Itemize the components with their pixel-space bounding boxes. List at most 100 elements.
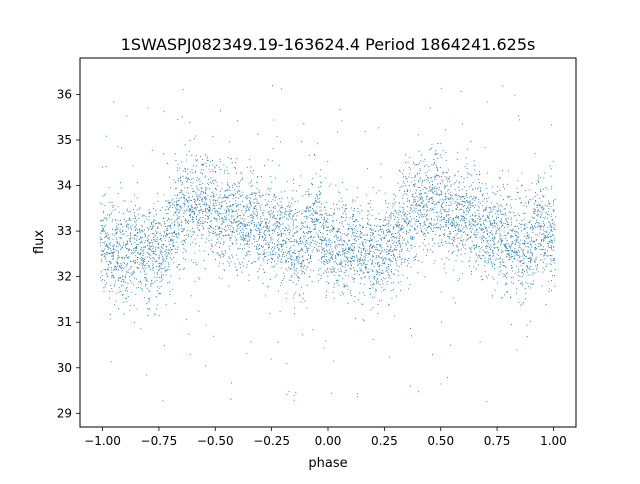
- data-point: [256, 181, 258, 184]
- data-point: [206, 187, 208, 189]
- data-point: [218, 218, 220, 220]
- data-point: [292, 297, 294, 299]
- data-point: [421, 184, 423, 186]
- data-point: [422, 200, 424, 202]
- data-point: [344, 210, 346, 213]
- data-point: [302, 231, 304, 233]
- data-point: [324, 263, 326, 265]
- data-point: [454, 230, 457, 232]
- data-point: [495, 231, 497, 233]
- data-point: [498, 205, 500, 207]
- data-point: [390, 246, 392, 248]
- data-point: [238, 209, 240, 211]
- data-point: [477, 231, 479, 233]
- data-point: [181, 191, 183, 193]
- data-point: [103, 255, 105, 257]
- data-point: [423, 222, 425, 224]
- data-point: [412, 161, 414, 163]
- data-point: [388, 239, 390, 241]
- data-point: [195, 191, 197, 193]
- data-point: [449, 176, 451, 178]
- data-point: [386, 266, 388, 268]
- data-point: [274, 231, 276, 233]
- data-point: [247, 224, 249, 226]
- data-point: [409, 236, 411, 238]
- data-point: [253, 237, 255, 239]
- data-point: [250, 193, 252, 195]
- data-point: [433, 263, 435, 265]
- data-point: [130, 253, 132, 255]
- data-point: [440, 217, 442, 219]
- data-point: [384, 192, 386, 194]
- data-point: [259, 234, 261, 236]
- data-point: [235, 210, 237, 212]
- data-point: [205, 196, 207, 198]
- data-point: [404, 219, 406, 221]
- data-point: [280, 245, 283, 247]
- data-point: [233, 194, 235, 196]
- data-point: [248, 274, 250, 276]
- data-point: [452, 236, 454, 238]
- data-point: [318, 259, 320, 261]
- data-point: [174, 248, 176, 250]
- data-point: [402, 228, 404, 230]
- data-point: [380, 231, 382, 233]
- data-point: [428, 243, 430, 245]
- data-point: [223, 195, 225, 197]
- data-point: [152, 239, 154, 241]
- data-point: [105, 244, 107, 246]
- data-point: [198, 194, 200, 196]
- data-point: [239, 226, 242, 228]
- data-point: [318, 218, 320, 220]
- data-point: [471, 202, 474, 204]
- data-point: [169, 226, 171, 228]
- data-point: [407, 161, 409, 163]
- data-point: [135, 228, 137, 230]
- data-point: [294, 269, 296, 271]
- data-point: [169, 290, 171, 292]
- data-point: [197, 179, 200, 181]
- data-point: [414, 197, 416, 199]
- data-point: [221, 223, 223, 225]
- data-point: [421, 198, 423, 200]
- data-point: [424, 224, 426, 226]
- data-point: [189, 220, 191, 223]
- data-point: [411, 225, 413, 227]
- data-point: [426, 205, 428, 207]
- data-point: [375, 249, 377, 251]
- data-point: [215, 229, 217, 231]
- data-point: [360, 303, 363, 305]
- data-point: [268, 210, 270, 213]
- data-point: [110, 252, 112, 254]
- data-point: [311, 230, 313, 233]
- data-point: [413, 207, 415, 209]
- data-point: [443, 209, 445, 211]
- data-point: [120, 263, 122, 265]
- data-point: [407, 240, 409, 242]
- data-point: [176, 218, 178, 220]
- data-point: [292, 236, 294, 238]
- data-point: [149, 254, 152, 256]
- data-point: [241, 177, 243, 179]
- data-point: [180, 190, 183, 192]
- data-point: [178, 200, 180, 202]
- data-point: [381, 228, 383, 230]
- data-point: [503, 243, 505, 246]
- data-point: [301, 248, 303, 250]
- data-point: [332, 266, 334, 268]
- data-point: [152, 221, 154, 223]
- data-point: [399, 281, 401, 283]
- data-point: [356, 256, 358, 258]
- data-point: [399, 229, 401, 231]
- data-point: [335, 219, 338, 221]
- data-point: [307, 190, 309, 193]
- data-point: [147, 315, 149, 317]
- data-point: [117, 263, 119, 265]
- data-point: [284, 242, 286, 244]
- data-point: [448, 204, 450, 206]
- data-point: [256, 214, 258, 216]
- data-point: [110, 255, 112, 257]
- data-point: [439, 211, 441, 213]
- data-point: [219, 255, 221, 257]
- data-point: [230, 158, 232, 160]
